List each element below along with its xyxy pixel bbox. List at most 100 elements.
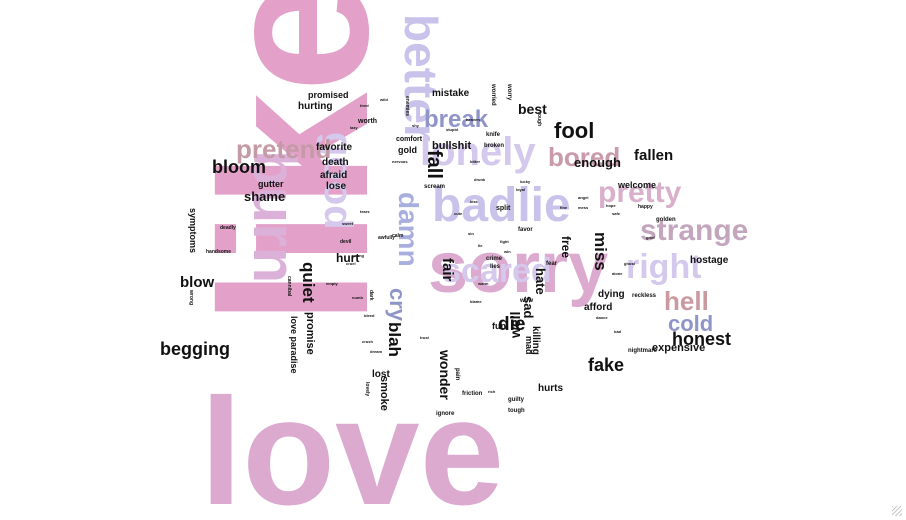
word-death: death bbox=[322, 157, 349, 168]
word-deadly: deadly bbox=[220, 225, 236, 231]
word-symptoms: symptoms bbox=[188, 208, 198, 254]
word-sweet: sweet bbox=[342, 221, 354, 226]
word-warm: warm bbox=[478, 281, 489, 286]
word-mistake: mistake bbox=[432, 88, 470, 99]
word-promised: promised bbox=[308, 90, 349, 100]
word-wild: wild bbox=[380, 97, 388, 102]
word-fall: fall bbox=[423, 150, 445, 179]
word-love: love bbox=[200, 367, 505, 520]
word-lie: lie bbox=[478, 243, 483, 248]
word-blow: blow bbox=[180, 274, 215, 291]
word-hell: hell bbox=[664, 286, 709, 316]
word-trust: trust bbox=[420, 335, 429, 340]
word-lonely: lonely bbox=[420, 130, 536, 174]
word-shame: shame bbox=[244, 189, 286, 204]
word-rich: rich bbox=[488, 389, 496, 394]
resize-handle[interactable] bbox=[892, 506, 902, 516]
word-promise: promise bbox=[304, 312, 316, 355]
word-begging: begging bbox=[160, 339, 230, 359]
word-wonder: wonder bbox=[437, 350, 453, 400]
word-fine: fine bbox=[560, 205, 568, 210]
word-shy: shy bbox=[412, 123, 419, 128]
word-damn: damn bbox=[393, 192, 424, 267]
word-badlie: badlie bbox=[432, 179, 571, 232]
word-ignore: ignore bbox=[436, 411, 455, 417]
word-wrong: wrong bbox=[188, 290, 194, 305]
word-break: break bbox=[424, 106, 489, 133]
word-lost: lost bbox=[372, 369, 390, 380]
word-pain: pain bbox=[454, 368, 460, 381]
word-empty: empty bbox=[326, 281, 338, 286]
word-kiss: kiss bbox=[470, 199, 478, 204]
word-worried: worried bbox=[490, 84, 496, 106]
word-scared: scared bbox=[442, 252, 552, 290]
word-blah: blah bbox=[385, 322, 404, 357]
word-love-paradise: love paradise bbox=[289, 316, 299, 374]
word-bullshit: bullshit bbox=[432, 140, 472, 152]
word-reckless: reckless bbox=[632, 293, 657, 299]
word-best: best bbox=[518, 101, 547, 117]
word-favor: favor bbox=[518, 227, 533, 233]
word-free: free bbox=[559, 236, 573, 259]
word-crime: crime bbox=[486, 256, 503, 262]
word-heaven: heaven bbox=[466, 117, 480, 122]
word-fake: fake bbox=[588, 355, 625, 375]
word-bloom: bloom bbox=[212, 157, 266, 177]
word-golden: golden bbox=[656, 217, 676, 223]
word-fool: fool bbox=[554, 118, 595, 143]
word-numb: numb bbox=[352, 295, 363, 300]
word-comfort: comfort bbox=[396, 136, 423, 143]
word-cry: cry bbox=[385, 288, 410, 322]
word-young: young bbox=[352, 253, 364, 258]
word-dying: dying bbox=[598, 289, 625, 300]
word-hurts: hurts bbox=[538, 383, 563, 394]
word-drunk: drunk bbox=[474, 177, 486, 182]
word-afraid: afraid bbox=[320, 170, 348, 181]
word-ghost: ghost bbox=[624, 261, 635, 266]
word-crush: crush bbox=[362, 339, 373, 344]
word-sin: sin bbox=[468, 231, 474, 236]
word-mess: mess bbox=[578, 205, 589, 210]
word-bad: bad bbox=[614, 329, 622, 334]
word-worth: worth bbox=[358, 118, 378, 125]
word-happy: happy bbox=[638, 204, 653, 210]
word-fun: fun bbox=[492, 321, 506, 331]
word-afford: afford bbox=[584, 302, 613, 313]
word-stupid: stupid bbox=[446, 127, 458, 132]
word-handsome: handsome bbox=[206, 249, 232, 255]
word-wow: wow bbox=[520, 298, 533, 304]
word-tired: tired bbox=[360, 103, 369, 108]
word-nightmare: nightmare bbox=[628, 348, 658, 354]
word-bleed: bleed bbox=[364, 313, 375, 318]
word-cannibal: cannibal bbox=[286, 276, 292, 297]
word-safe: safe bbox=[612, 211, 621, 216]
word-friction: friction bbox=[462, 391, 483, 397]
word-split: split bbox=[496, 205, 511, 212]
word-enemies: enemies bbox=[404, 96, 410, 117]
word-miss: miss bbox=[591, 232, 610, 271]
word-lucky: lucky bbox=[520, 179, 531, 184]
word-lazy: lazy bbox=[350, 125, 358, 130]
word-strange: strange bbox=[640, 214, 749, 247]
word-gold: gold bbox=[398, 145, 417, 155]
word-angel: angel bbox=[578, 195, 589, 200]
word-hostage: hostage bbox=[690, 255, 729, 266]
word-bored: bored bbox=[548, 142, 621, 172]
word-grief: grief bbox=[646, 235, 655, 240]
word-right: right bbox=[626, 248, 702, 286]
word-expensive: expensive bbox=[652, 342, 706, 354]
word-cruel: cruel bbox=[346, 261, 356, 266]
word-rough: rough bbox=[536, 112, 542, 127]
word-hurt: hurt bbox=[336, 251, 360, 265]
word-fight: fight bbox=[500, 239, 509, 244]
word-pretend: pretend bbox=[236, 134, 332, 164]
word-alone: alone bbox=[612, 271, 623, 276]
word-blame: blame bbox=[470, 299, 482, 304]
word-calm: calm bbox=[392, 233, 404, 239]
word-fear: fear bbox=[546, 261, 558, 267]
word-well: well bbox=[507, 311, 523, 338]
word-awfully: awfully bbox=[378, 235, 395, 241]
word-die: die bbox=[498, 314, 526, 335]
word-nervous: nervous bbox=[392, 159, 408, 164]
